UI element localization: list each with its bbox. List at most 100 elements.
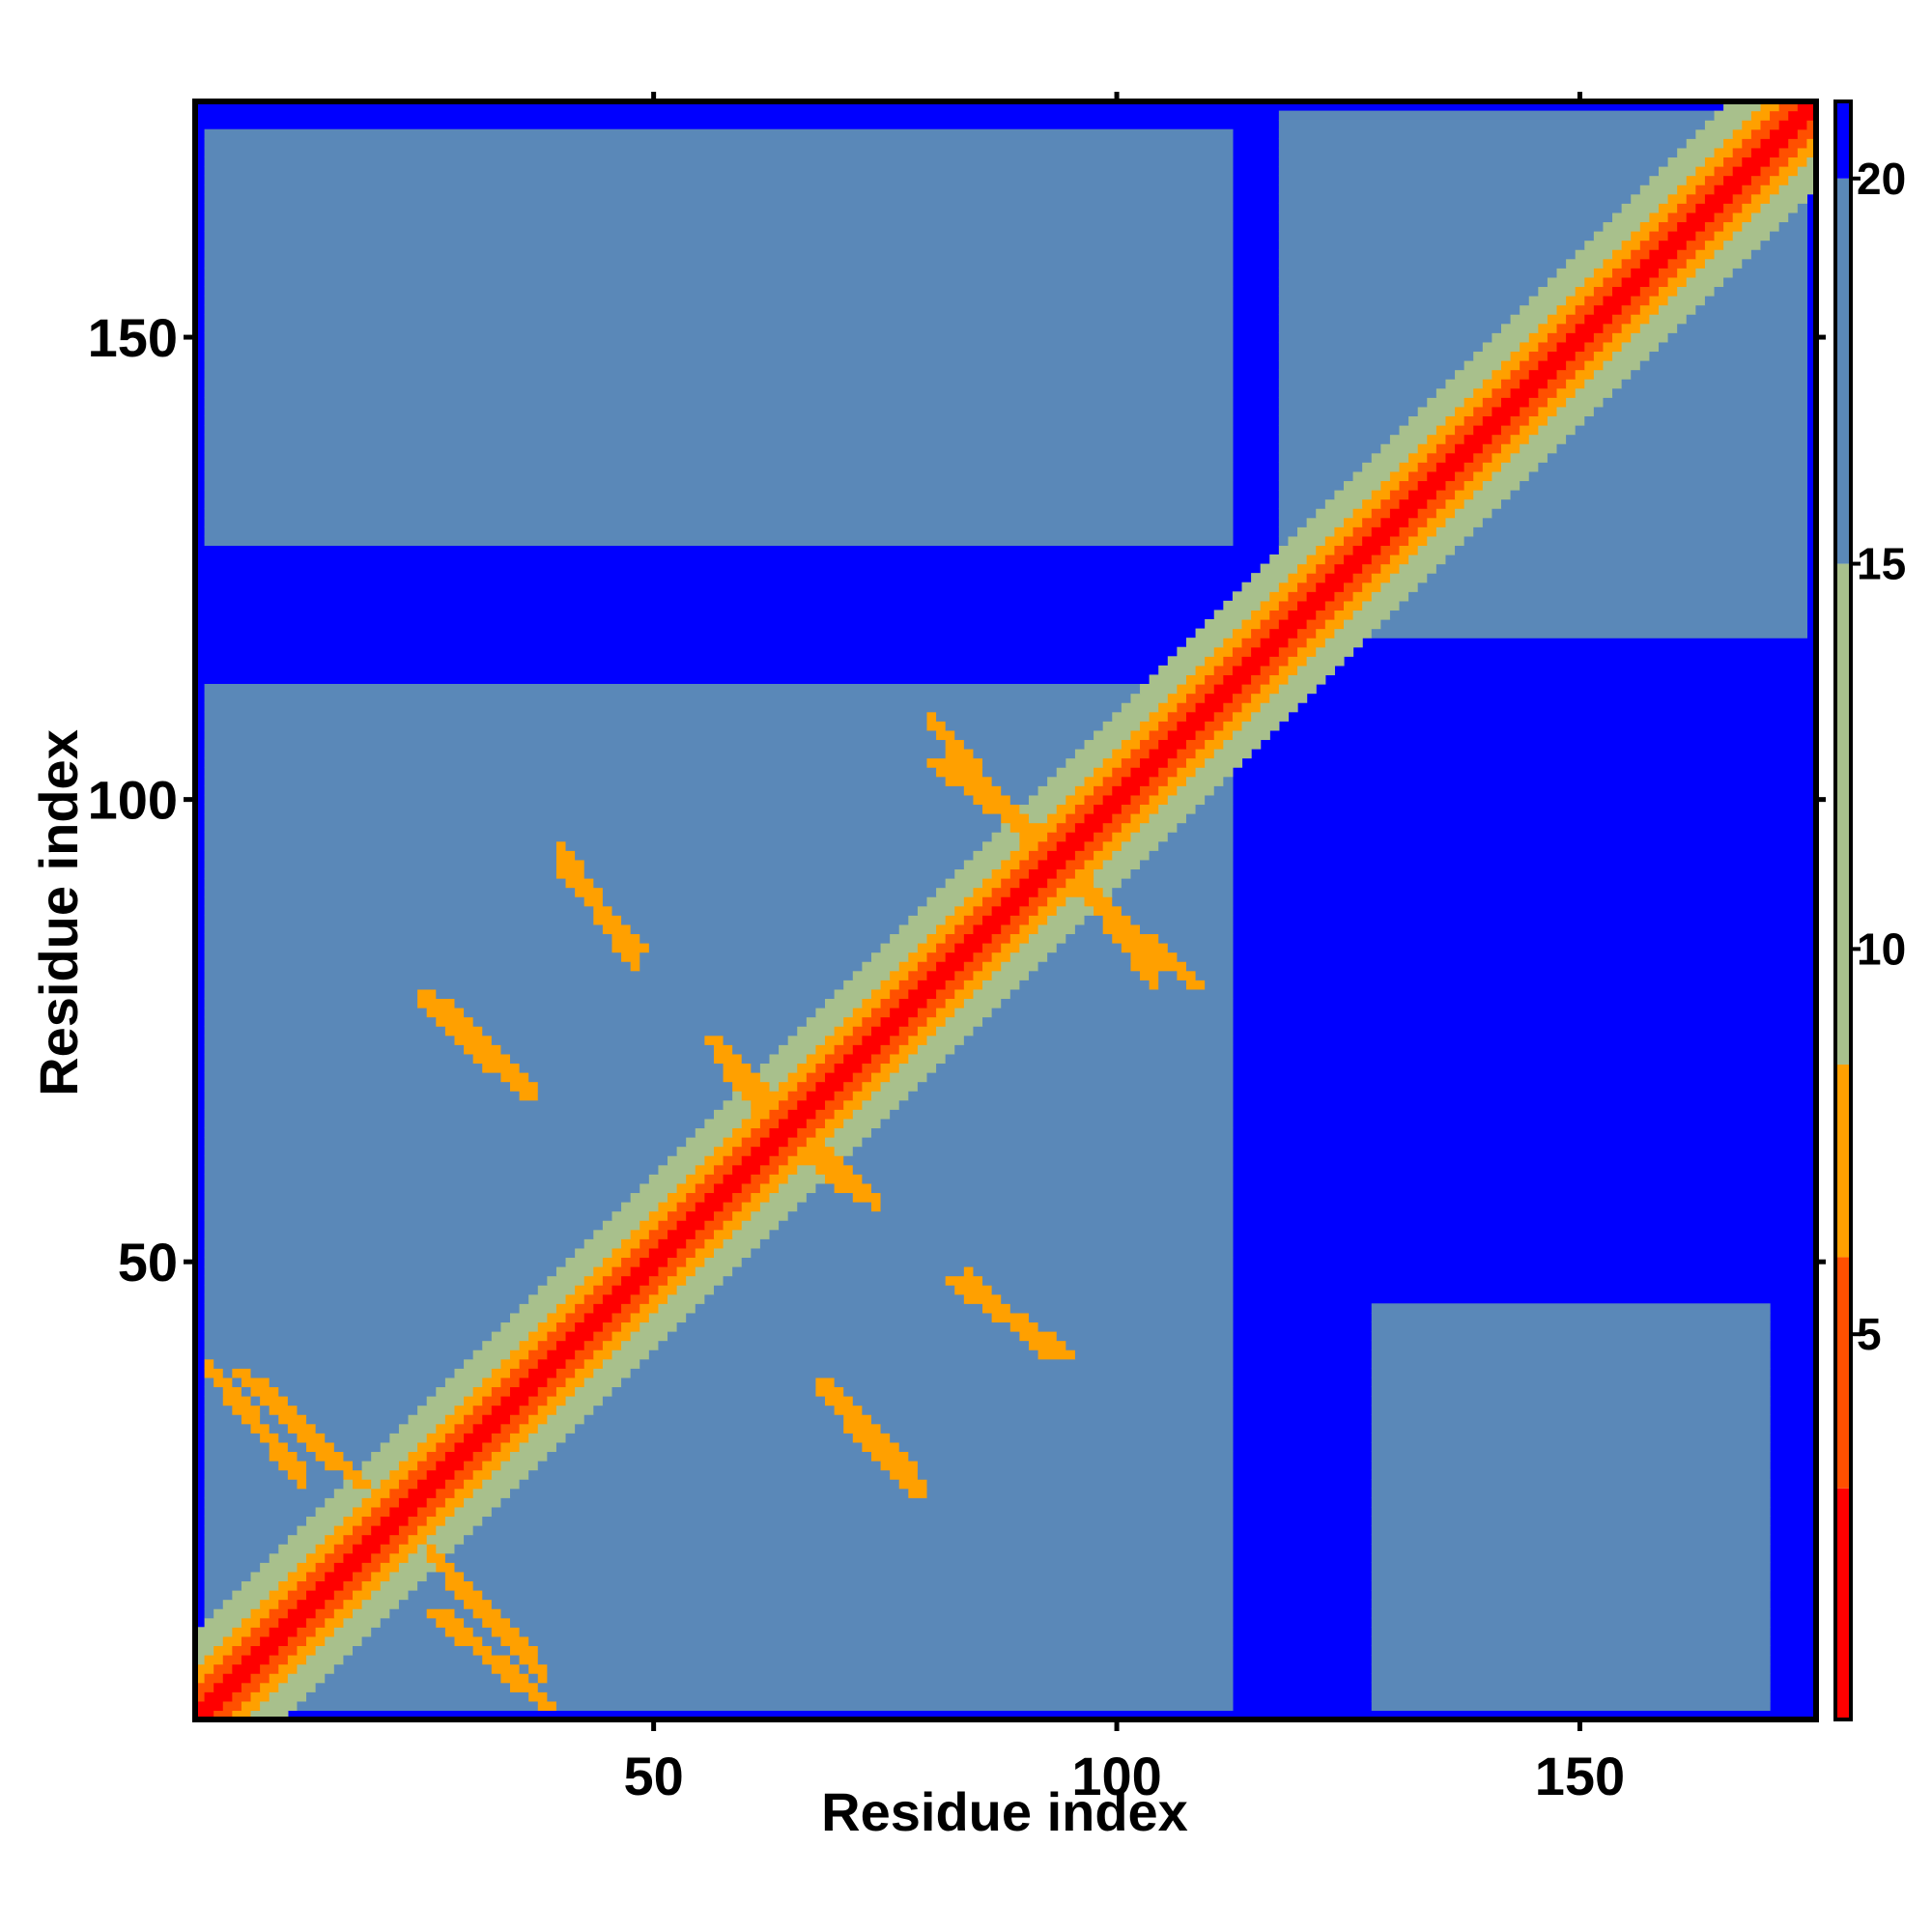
heatmap-cell bbox=[611, 1247, 632, 1259]
heatmap-cell bbox=[1556, 369, 1577, 380]
heatmap-cell bbox=[1371, 1377, 1771, 1388]
heatmap-cell bbox=[1185, 757, 1206, 768]
heatmap-cell bbox=[204, 1655, 224, 1665]
heatmap-cell bbox=[565, 1312, 585, 1323]
heatmap-cell bbox=[1223, 656, 1243, 667]
heatmap-cell bbox=[555, 868, 585, 879]
heatmap-cell bbox=[1371, 1635, 1771, 1647]
heatmap-cell bbox=[1760, 166, 1780, 177]
heatmap-cell bbox=[686, 1257, 705, 1267]
heatmap-cell bbox=[510, 1488, 909, 1498]
heatmap-cell bbox=[1094, 785, 1113, 796]
heatmap-cell bbox=[204, 1312, 511, 1323]
heatmap-cell bbox=[204, 1673, 224, 1684]
heatmap-cell bbox=[204, 1461, 279, 1471]
heatmap-cell bbox=[834, 1127, 872, 1138]
heatmap-cell bbox=[1677, 249, 1696, 260]
colorbar-tick-label: 10 bbox=[1857, 923, 1906, 974]
heatmap-cell bbox=[1575, 304, 1595, 315]
heatmap-cell bbox=[1427, 535, 1465, 547]
heatmap-cell bbox=[1482, 341, 1520, 353]
heatmap-cell bbox=[843, 1423, 882, 1434]
heatmap-cell bbox=[751, 1210, 789, 1221]
heatmap-cell bbox=[1047, 878, 1066, 889]
heatmap-cell bbox=[1677, 286, 1716, 297]
heatmap-cell bbox=[1492, 369, 1512, 380]
heatmap-cell bbox=[834, 1109, 854, 1120]
heatmap-cell bbox=[1686, 175, 1706, 185]
heatmap-cell bbox=[204, 175, 1234, 185]
heatmap-cell bbox=[519, 1091, 539, 1101]
heatmap-cell bbox=[1001, 878, 1020, 889]
heatmap-cell bbox=[926, 1479, 1234, 1490]
heatmap-cell bbox=[204, 480, 1234, 491]
heatmap-cell bbox=[482, 1635, 502, 1647]
heatmap-cell bbox=[287, 1469, 307, 1480]
heatmap-cell bbox=[204, 1691, 233, 1702]
heatmap-cell bbox=[1278, 545, 1317, 555]
y-tick-label: 150 bbox=[88, 307, 178, 368]
heatmap-cell bbox=[1482, 480, 1520, 491]
heatmap-cell bbox=[482, 1461, 502, 1471]
heatmap-cell bbox=[1547, 397, 1567, 408]
heatmap-cell bbox=[945, 933, 965, 944]
heatmap-cell bbox=[472, 1608, 502, 1619]
heatmap-cell bbox=[1112, 850, 1151, 861]
heatmap-cell bbox=[241, 1700, 261, 1712]
heatmap-cell bbox=[1371, 1469, 1771, 1480]
heatmap-cell bbox=[213, 1377, 233, 1388]
heatmap-cell bbox=[880, 1118, 1234, 1129]
heatmap-cell bbox=[204, 351, 1234, 361]
heatmap-cell bbox=[723, 1063, 752, 1073]
heatmap-cell bbox=[204, 767, 937, 778]
heatmap-cell bbox=[222, 1368, 233, 1378]
heatmap-cell bbox=[1352, 470, 1391, 482]
heatmap-cell bbox=[741, 1053, 771, 1065]
heatmap-cell bbox=[917, 1026, 937, 1037]
heatmap-cell bbox=[204, 1368, 224, 1378]
heatmap-cell bbox=[593, 1285, 613, 1295]
heatmap-cell bbox=[1158, 785, 1178, 796]
heatmap-cell bbox=[1547, 276, 1585, 288]
heatmap-cell bbox=[204, 517, 1234, 527]
heatmap-cell bbox=[528, 1396, 548, 1406]
heatmap-cell bbox=[426, 1396, 465, 1406]
heatmap-cell bbox=[1047, 952, 1132, 962]
heatmap-cell bbox=[565, 1358, 585, 1369]
heatmap-cell bbox=[658, 1285, 678, 1295]
heatmap-cell bbox=[1223, 600, 1262, 611]
heatmap-cell bbox=[1102, 757, 1122, 768]
heatmap-cell bbox=[686, 1275, 724, 1286]
heatmap-cell bbox=[945, 1053, 1234, 1065]
heatmap-cell bbox=[1473, 425, 1502, 436]
heatmap-cell bbox=[287, 1571, 307, 1582]
heatmap-cell bbox=[1306, 656, 1345, 667]
heatmap-cell bbox=[1278, 379, 1447, 389]
heatmap-cell bbox=[787, 1072, 808, 1083]
heatmap-cell bbox=[779, 1044, 817, 1055]
heatmap-cell bbox=[1241, 684, 1262, 695]
heatmap-cell bbox=[269, 1451, 298, 1462]
heatmap-cell bbox=[1593, 304, 1623, 315]
heatmap-cell bbox=[306, 1617, 326, 1628]
heatmap-cell bbox=[1371, 1534, 1771, 1545]
heatmap-cell bbox=[1556, 443, 1808, 454]
heatmap-cell bbox=[1278, 684, 1317, 695]
heatmap-cell bbox=[1389, 470, 1409, 482]
heatmap-cell bbox=[204, 212, 1234, 223]
heatmap-cell bbox=[1704, 258, 1743, 269]
heatmap-cell bbox=[676, 1202, 696, 1212]
heatmap-cell bbox=[1047, 850, 1076, 861]
heatmap-cell bbox=[1520, 443, 1558, 454]
heatmap-cell bbox=[870, 952, 909, 962]
heatmap-cell bbox=[1001, 998, 1234, 1009]
heatmap-cell bbox=[1260, 638, 1290, 648]
heatmap-cell bbox=[621, 1238, 640, 1249]
heatmap-cell bbox=[204, 276, 1234, 288]
heatmap-cell bbox=[1065, 878, 1094, 889]
heatmap-cell bbox=[908, 1488, 928, 1498]
heatmap-cell bbox=[464, 1044, 502, 1055]
heatmap-cell bbox=[759, 1137, 789, 1148]
heatmap-cell bbox=[963, 896, 983, 907]
heatmap-cell bbox=[380, 1516, 410, 1526]
